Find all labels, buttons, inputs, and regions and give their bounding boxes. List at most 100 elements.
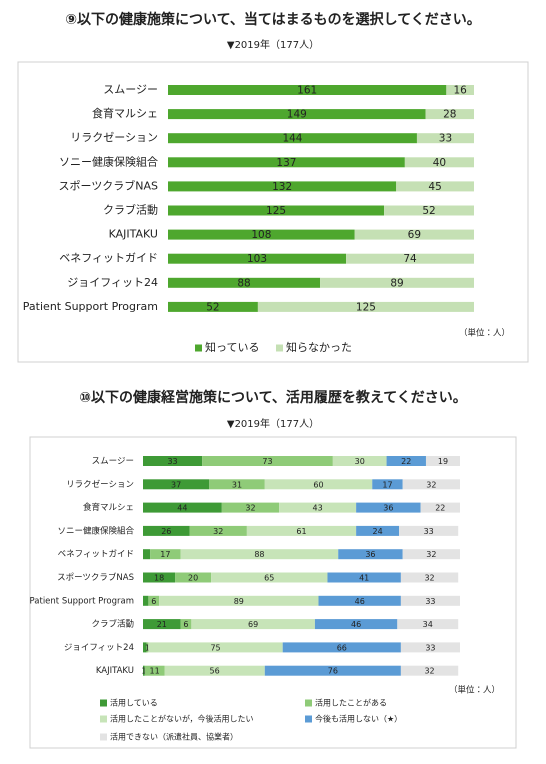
legend-swatch [195,344,202,352]
category-label: ジョイフィット24 [64,643,134,653]
category-label: スムージー [92,457,134,467]
bar-segment [399,525,459,536]
data-label: 52 [206,301,219,313]
data-label: 45 [428,181,441,193]
data-label: 17 [160,550,170,559]
data-label: 6 [183,620,188,629]
data-label: 89 [390,277,403,289]
chart-subtitle: ▼2019年（177人） [227,38,319,51]
bar-segment [282,642,401,653]
bar-segment [168,85,447,95]
data-label: 32 [424,667,434,676]
data-label: 41 [359,574,369,583]
data-label: 28 [443,109,456,121]
data-label: 24 [373,527,383,536]
data-label: 73 [262,457,272,466]
data-label: 31 [232,480,242,489]
bar-segment [221,502,280,513]
category-label: Patient Support Program [30,596,134,606]
legend-label: 活用したことがないが，今後活用したい [110,714,254,724]
data-label: 125 [356,301,376,313]
data-label: 32 [424,574,434,583]
bar-segment [327,572,401,583]
data-label: 161 [297,85,317,97]
data-label: 69 [408,229,421,241]
bar-segment [150,549,181,560]
data-label: 74 [403,253,417,265]
bar-segment [168,205,385,216]
legend-swatch [305,715,312,723]
legend-label: 活用したことがある [315,698,387,708]
bar-segment [168,229,355,240]
bar-segment [143,479,210,490]
data-label: 33 [439,133,452,145]
data-label: 76 [328,667,338,676]
bar-segment [191,619,315,630]
category-label: クラブ活動 [103,203,158,217]
legend-swatch [305,699,312,707]
data-label: 22 [435,504,445,513]
data-label: 43 [313,504,323,513]
bar-segment [148,595,160,606]
data-label: 36 [365,550,375,559]
data-label: 33 [425,643,435,652]
bar-segment [168,157,405,168]
bar-segment [332,456,387,466]
category-label: リラクゼーション [70,131,158,144]
data-label: 16 [453,85,467,97]
bar-segment [264,665,401,676]
bar-segment [384,205,474,216]
legend-label: 活用している [110,698,158,708]
data-label: 89 [234,597,244,606]
bar-segment [175,572,212,583]
chart-title: ⑨以下の健康施策について、当てはまるものを選択してください。 [65,11,481,28]
bar-segment [400,642,460,653]
data-label: 37 [171,480,181,489]
bar-segment [356,525,400,536]
bar-segment [354,229,474,240]
category-label: KAJITAKU [96,666,134,676]
data-label: 18 [154,574,164,583]
category-label: Patient Support Program [23,300,158,313]
data-label: 17 [382,480,392,489]
data-label: 30 [355,457,365,466]
bar-segment [189,525,247,536]
data-label: 61 [296,527,306,536]
bar-segment [402,549,460,560]
data-label: 22 [401,457,411,466]
category-label: スムージー [103,83,158,96]
bar-segment [168,301,258,312]
category-label: ソニー健康保険組合 [59,154,158,168]
bar-segment [180,549,339,560]
bar-segment [279,502,357,513]
category-label: KAJITAKU [109,228,158,241]
legend-label: 知っている [205,340,259,354]
chart-subtitle: ▼2019年（177人） [227,417,319,430]
data-label: 20 [188,574,198,583]
category-label: スポーツクラブNAS [57,572,134,583]
bar-segment [144,665,165,676]
legend-swatch [100,699,107,707]
category-label: 食育マルシェ [83,502,134,513]
data-label: 40 [433,157,446,169]
data-label: 103 [247,253,267,265]
data-label: 46 [351,620,361,629]
bar-segment [168,181,397,192]
legend-label: 活用できない（派遣社員、協業者） [110,732,238,742]
bar-segment [168,253,347,264]
bar-segment [143,595,149,606]
data-label: 26 [161,527,171,536]
bar-segment [168,109,426,120]
data-label: 32 [213,527,223,536]
data-label: 60 [313,480,323,489]
data-label: 137 [276,157,296,169]
bar-segment [420,502,460,513]
data-label: 32 [245,504,255,513]
chart-title: ⑩以下の健康経営施策について、活用履歴を教えてください。 [79,389,467,406]
data-label: 52 [422,205,435,217]
bar-segment [397,619,459,630]
bar-segment [264,479,373,490]
unit-note: （単位：人） [459,328,510,339]
data-label: 6 [151,597,156,606]
bar-segment [338,549,403,560]
